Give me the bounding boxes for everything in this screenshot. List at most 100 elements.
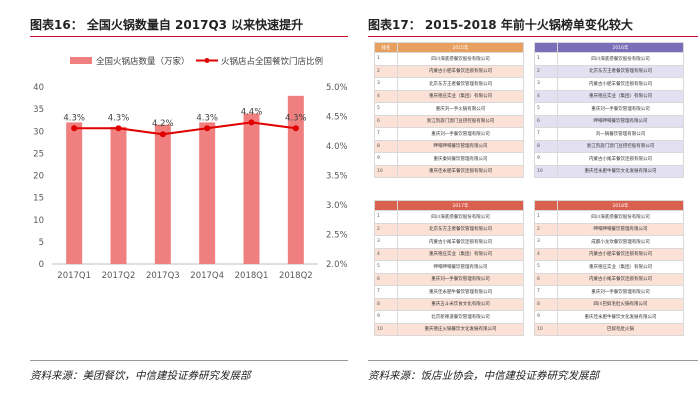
rank-cell: 2 xyxy=(534,222,558,236)
table-row: 7 重庆佳永肥牛餐饮管理有限公司 xyxy=(374,285,524,299)
company-cell: 呷哺呷哺餐饮管理有限公司 xyxy=(557,114,684,128)
rank-cell: 5 xyxy=(534,260,558,274)
company-cell: 重庆刘一手火锅有限公司 xyxy=(397,102,524,116)
bar-2017Q2 xyxy=(110,126,127,264)
x-tick-label: 2017Q2 xyxy=(102,271,136,281)
table-header-cell: 2016年 xyxy=(557,42,684,53)
company-cell: 成都小龙坎餐饮管理有限公司 xyxy=(557,235,684,249)
table-row: 1 四川海底捞餐饮股份有限公司 xyxy=(534,210,684,224)
y-left-tick-label: 5 xyxy=(39,238,44,248)
table-row: 8 呷哺呷哺餐饮管理有限公司 xyxy=(374,139,524,153)
table-row: 10 重庆佳永肥牛餐饮文化发展有限公司 xyxy=(534,164,684,178)
ranking-table: 2016年 1 四川海底捞餐饮股份有限公司 2 北京东方王者餐饮管理有限公司 3 内蒙古小肥… xyxy=(534,42,684,178)
table-row: 5 呷哺呷哺餐饮管理有限公司 xyxy=(374,260,524,274)
tables-title: 图表17： 2015-2018 年前十火锅榜单变化较大 xyxy=(368,18,633,32)
ratio-data-label: 4.2% xyxy=(152,119,174,129)
company-cell: 四川海底捞餐饮股份有限公司 xyxy=(557,210,684,224)
rank-cell: 8 xyxy=(374,139,398,153)
table-row: 3 北京东方王者餐饮管理有限公司 xyxy=(374,77,524,91)
y-right-tick-label: 2.5% xyxy=(326,231,348,241)
company-cell: 重庆刘一手餐饮管理有限公司 xyxy=(557,102,684,116)
ratio-point-2017Q3 xyxy=(159,131,166,138)
y-right-tick-label: 5.0% xyxy=(326,83,348,93)
ratio-point-2018Q1 xyxy=(248,119,255,126)
company-cell: 北京东方王者餐饮管理有限公司 xyxy=(397,77,524,91)
rank-cell: 8 xyxy=(374,297,398,311)
table-row: 8 浙江凯旋门澳门豆捞控股有限公司 xyxy=(534,139,684,153)
company-cell: 重庆德庄实业（集团）有限公司 xyxy=(557,89,684,103)
bar-2017Q4 xyxy=(199,122,216,265)
tables-source: 资料来源：饭店业协会，中信建投证券研究发展部 xyxy=(368,370,599,382)
title-rule xyxy=(368,36,698,37)
table-row: 5 重庆刘一手火锅有限公司 xyxy=(374,102,524,116)
company-cell: 重庆德庄实业（集团）有限公司 xyxy=(397,247,524,261)
table-row: 4 内蒙古小肥羊餐饮连锁有限公司 xyxy=(534,247,684,261)
bar-2017Q1 xyxy=(66,122,83,265)
y-right-tick-label: 3.5% xyxy=(326,172,348,182)
x-tick-label: 2018Q2 xyxy=(279,271,313,281)
rank-cell: 9 xyxy=(534,152,558,166)
ratio-data-label: 4.4% xyxy=(241,107,263,117)
table-row: 9 重庆佳永肥牛餐饮文化发展有限公司 xyxy=(534,310,684,324)
table-row: 1 四川海底捞餐饮股份有限公司 xyxy=(374,210,524,224)
company-cell: 四川海底捞餐饮股份有限公司 xyxy=(397,52,524,66)
ratio-point-2017Q2 xyxy=(115,125,122,132)
table-row: 9 内蒙古小尾羊餐饮连锁有限公司 xyxy=(534,152,684,166)
rank-cell: 1 xyxy=(374,52,398,66)
rank-cell: 10 xyxy=(534,322,558,336)
company-cell: 重庆五斗米饮食文化有限公司 xyxy=(397,297,524,311)
company-cell: 呷哺呷哺餐饮管理有限公司 xyxy=(397,260,524,274)
rank-cell: 3 xyxy=(534,235,558,249)
company-cell: 内蒙古小肥羊餐饮连锁有限公司 xyxy=(557,247,684,261)
table-row: 4 重庆德庄实业（集团）有限公司 xyxy=(374,247,524,261)
table-row: 10 巴奴毛肚火锅 xyxy=(534,322,684,336)
table-row: 5 重庆刘一手餐饮管理有限公司 xyxy=(534,102,684,116)
rank-cell: 3 xyxy=(374,235,398,249)
table-row: 1 四川海底捞餐饮股份有限公司 xyxy=(374,52,524,66)
title-rule xyxy=(30,36,348,37)
table-header-cell: 2015年 xyxy=(397,42,524,53)
rank-cell: 3 xyxy=(534,77,558,91)
chart-title: 图表16： 全国火锅数量自 2017Q3 以来快速提升 xyxy=(30,18,304,32)
rank-cell: 8 xyxy=(534,297,558,311)
company-cell: 重庆刘一手餐饮管理有限公司 xyxy=(397,127,524,141)
rank-cell: 4 xyxy=(374,247,398,261)
bar-2018Q1 xyxy=(243,113,260,264)
company-cell: 四川巴奴毛肚火锅有限公司 xyxy=(557,297,684,311)
table-row: 7 刘一锅餐饮管理有限公司 xyxy=(534,127,684,141)
rank-cell: 5 xyxy=(374,102,398,116)
company-cell: 内蒙古小尾羊餐饮连锁有限公司 xyxy=(557,152,684,166)
x-tick-label: 2017Q4 xyxy=(190,271,224,281)
company-cell: 浙江凯旋门澳门豆捞控股有限公司 xyxy=(557,139,684,153)
company-cell: 重庆佳永肥牛餐饮文化发展有限公司 xyxy=(557,310,684,324)
rank-cell: 3 xyxy=(374,77,398,91)
company-cell: 呷哺呷哺餐饮管理有限公司 xyxy=(397,139,524,153)
ranking-table: 2018年 1 四川海底捞餐饮股份有限公司 2 呷哺呷哺餐饮管理有限公司 3 成都小龙坎餐饮… xyxy=(534,200,684,336)
y-left-tick-label: 40 xyxy=(33,83,44,93)
rank-cell: 2 xyxy=(374,64,398,78)
company-cell: 四川海底捞餐饮股份有限公司 xyxy=(557,52,684,66)
rank-cell: 1 xyxy=(534,52,558,66)
table-row: 7 重庆刘一手餐饮管理有限公司 xyxy=(534,285,684,299)
rank-cell: 4 xyxy=(374,89,398,103)
rank-cell: 2 xyxy=(374,222,398,236)
rank-cell: 9 xyxy=(374,152,398,166)
company-cell: 内蒙古小肥羊餐饮连锁有限公司 xyxy=(557,77,684,91)
table-row: 1 四川海底捞餐饮股份有限公司 xyxy=(534,52,684,66)
ranking-table: 排名 2015年 1 四川海底捞餐饮股份有限公司 2 内蒙古小肥羊餐饮连锁有限公司 3 北京东… xyxy=(374,42,524,178)
company-cell: 重庆秦妈餐饮管理有限公司 xyxy=(397,152,524,166)
table-row: 3 成都小龙坎餐饮管理有限公司 xyxy=(534,235,684,249)
x-tick-label: 2017Q3 xyxy=(146,271,180,281)
legend-swatch-line-marker xyxy=(204,58,210,63)
company-cell: 巴奴毛肚火锅 xyxy=(557,322,684,336)
company-cell: 北京东方王者餐饮管理有限公司 xyxy=(397,222,524,236)
ratio-point-2017Q4 xyxy=(204,125,211,132)
rank-cell: 5 xyxy=(534,102,558,116)
source-rule xyxy=(368,360,698,361)
y-left-tick-label: 20 xyxy=(33,172,44,182)
company-cell: 重庆佳永肥牛餐饮文化发展有限公司 xyxy=(557,164,684,178)
ratio-line xyxy=(74,121,296,136)
table-row: 6 呷哺呷哺餐饮管理有限公司 xyxy=(534,114,684,128)
rank-cell: 4 xyxy=(534,247,558,261)
rank-cell: 9 xyxy=(534,310,558,324)
